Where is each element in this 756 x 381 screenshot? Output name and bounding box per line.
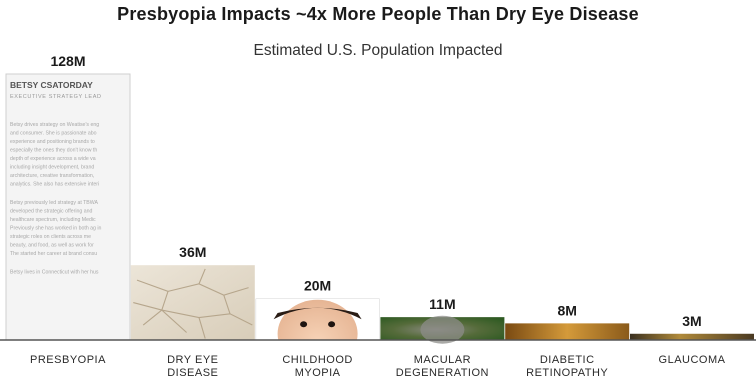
bar-5 bbox=[630, 333, 754, 340]
bar-doc-role: EXECUTIVE STRATEGY LEAD bbox=[10, 94, 102, 100]
value-label: 8M bbox=[557, 302, 576, 318]
value-label: 36M bbox=[179, 244, 206, 260]
chart-subtitle: Estimated U.S. Population Impacted bbox=[253, 42, 503, 59]
category-label: CHILDHOOD MYOPIA bbox=[282, 354, 353, 379]
value-label: 11M bbox=[429, 296, 455, 312]
category-label: MACULAR DEGENERATION bbox=[396, 354, 489, 379]
crack-line bbox=[167, 283, 249, 296]
bar-doc-paragraph-3: Betsy lives in Connecticut with her hus bbox=[10, 270, 99, 276]
category-label: DIABETIC RETINOPATHY bbox=[526, 354, 608, 379]
bar-doc-name: BETSY CSATORDAY bbox=[10, 80, 93, 90]
bar-1 bbox=[130, 265, 255, 340]
crack-line bbox=[223, 294, 231, 314]
chart-title: Presbyopia Impacts ~4x More People Than … bbox=[117, 4, 639, 24]
crack-line bbox=[161, 309, 253, 326]
bar-doc-paragraph-1: Betsy drives strategy on Weatise's eng an… bbox=[10, 122, 99, 188]
crack-line bbox=[133, 302, 162, 311]
bar-3 bbox=[380, 315, 505, 344]
crack-line bbox=[136, 279, 187, 333]
bar-0: BETSY CSATORDAY EXECUTIVE STRATEGY LEAD Be… bbox=[5, 73, 131, 341]
category-label: PRESBYOPIA bbox=[30, 354, 106, 366]
value-label: 20M bbox=[304, 277, 331, 293]
bar-4 bbox=[505, 323, 630, 340]
crack-line bbox=[142, 309, 163, 326]
bar-doc-paragraph-2: Betsy previously led strategy at TBWA dev… bbox=[10, 200, 102, 257]
category-label: GLAUCOMA bbox=[659, 354, 726, 366]
bar-2 bbox=[255, 298, 380, 340]
crack-line bbox=[198, 317, 206, 339]
category-label: DRY EYE DISEASE bbox=[167, 354, 218, 379]
crack-line bbox=[198, 268, 206, 285]
value-label: 128M bbox=[50, 53, 85, 69]
value-label: 3M bbox=[682, 313, 701, 329]
